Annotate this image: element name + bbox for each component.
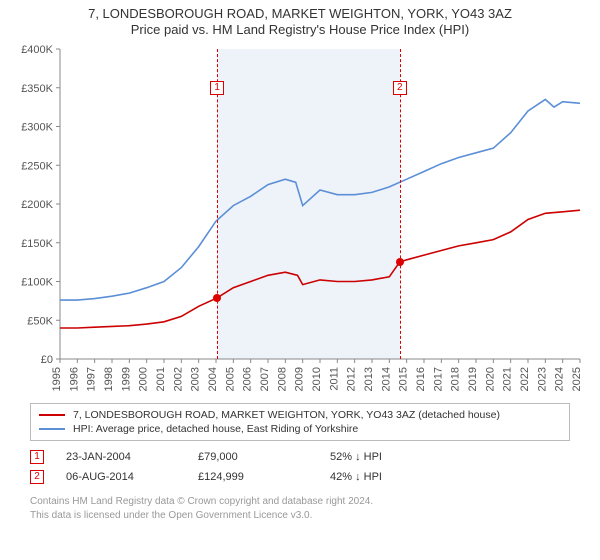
svg-text:2024: 2024 xyxy=(554,367,566,391)
sale-price: £124,999 xyxy=(198,471,308,483)
svg-text:2012: 2012 xyxy=(346,367,358,391)
svg-text:2015: 2015 xyxy=(398,367,410,391)
svg-text:£50K: £50K xyxy=(27,315,53,327)
svg-text:2023: 2023 xyxy=(536,367,548,391)
chart-svg: £0 £50K £100K £150K £200K £250K £300K £350K £400… xyxy=(10,39,590,399)
svg-text:2014: 2014 xyxy=(380,367,392,391)
series-hpi xyxy=(60,99,580,300)
svg-text:2019: 2019 xyxy=(467,367,479,391)
svg-text:£400K: £400K xyxy=(21,44,53,56)
svg-text:2008: 2008 xyxy=(276,367,288,391)
svg-text:£200K: £200K xyxy=(21,199,53,211)
svg-text:2018: 2018 xyxy=(450,367,462,391)
svg-text:2006: 2006 xyxy=(242,367,254,391)
sale-marker-2: 2 xyxy=(393,81,407,95)
svg-text:2005: 2005 xyxy=(224,367,236,391)
svg-text:2016: 2016 xyxy=(415,367,427,391)
svg-text:1996: 1996 xyxy=(68,367,80,391)
sale-row-2: 2 06-AUG-2014 £124,999 42% ↓ HPI xyxy=(30,467,570,487)
svg-text:£350K: £350K xyxy=(21,83,53,95)
svg-text:1997: 1997 xyxy=(86,367,98,391)
svg-text:2010: 2010 xyxy=(311,367,323,391)
sale-marker-1: 1 xyxy=(210,81,224,95)
legend-item-1: HPI: Average price, detached house, East… xyxy=(39,422,561,436)
svg-text:2007: 2007 xyxy=(259,367,271,391)
legend-label: 7, LONDESBOROUGH ROAD, MARKET WEIGHTON, … xyxy=(73,409,500,421)
svg-text:2022: 2022 xyxy=(519,367,531,391)
legend-label: HPI: Average price, detached house, East… xyxy=(73,423,358,435)
footer-line-2: This data is licensed under the Open Gov… xyxy=(30,509,570,523)
svg-text:2017: 2017 xyxy=(432,367,444,391)
svg-text:2001: 2001 xyxy=(155,367,167,391)
legend-item-0: 7, LONDESBOROUGH ROAD, MARKET WEIGHTON, … xyxy=(39,408,561,422)
svg-text:1998: 1998 xyxy=(103,367,115,391)
sale-point-2 xyxy=(396,258,404,266)
legend-swatch xyxy=(39,428,65,430)
svg-text:2000: 2000 xyxy=(138,367,150,391)
sale-delta: 52% ↓ HPI xyxy=(330,451,382,463)
svg-text:2013: 2013 xyxy=(363,367,375,391)
title-line-2: Price paid vs. HM Land Registry's House … xyxy=(0,22,600,37)
svg-text:£100K: £100K xyxy=(21,277,53,289)
sale-guideline-1 xyxy=(217,49,218,359)
svg-text:2002: 2002 xyxy=(172,367,184,391)
sale-date: 06-AUG-2014 xyxy=(66,471,176,483)
svg-text:£0: £0 xyxy=(41,354,53,366)
svg-text:2021: 2021 xyxy=(502,367,514,391)
sale-row-marker: 2 xyxy=(30,470,44,484)
footer-attribution: Contains HM Land Registry data © Crown c… xyxy=(30,495,570,522)
svg-text:2004: 2004 xyxy=(207,367,219,391)
svg-text:£150K: £150K xyxy=(21,238,53,250)
svg-text:1995: 1995 xyxy=(51,367,63,391)
series-property xyxy=(60,210,580,328)
svg-text:£250K: £250K xyxy=(21,160,53,172)
sale-point-1 xyxy=(213,294,221,302)
svg-text:2025: 2025 xyxy=(571,367,583,391)
svg-text:2003: 2003 xyxy=(190,367,202,391)
svg-text:2020: 2020 xyxy=(484,367,496,391)
sale-price: £79,000 xyxy=(198,451,308,463)
sale-row-marker: 1 xyxy=(30,450,44,464)
svg-text:2011: 2011 xyxy=(328,367,340,391)
svg-text:2009: 2009 xyxy=(294,367,306,391)
sale-delta: 42% ↓ HPI xyxy=(330,471,382,483)
sale-row-1: 1 23-JAN-2004 £79,000 52% ↓ HPI xyxy=(30,447,570,467)
chart-titles: 7, LONDESBOROUGH ROAD, MARKET WEIGHTON, … xyxy=(0,0,600,39)
sales-table: 1 23-JAN-2004 £79,000 52% ↓ HPI 2 06-AUG-2014… xyxy=(30,447,570,487)
chart-area: £0 £50K £100K £150K £200K £250K £300K £350K £400… xyxy=(10,39,590,399)
legend-box: 7, LONDESBOROUGH ROAD, MARKET WEIGHTON, … xyxy=(30,403,570,441)
sale-guideline-2 xyxy=(400,49,401,359)
legend-swatch xyxy=(39,414,65,416)
svg-text:£300K: £300K xyxy=(21,122,53,134)
svg-text:1999: 1999 xyxy=(120,367,132,391)
footer-line-1: Contains HM Land Registry data © Crown c… xyxy=(30,495,570,509)
title-line-1: 7, LONDESBOROUGH ROAD, MARKET WEIGHTON, … xyxy=(0,6,600,21)
sale-date: 23-JAN-2004 xyxy=(66,451,176,463)
